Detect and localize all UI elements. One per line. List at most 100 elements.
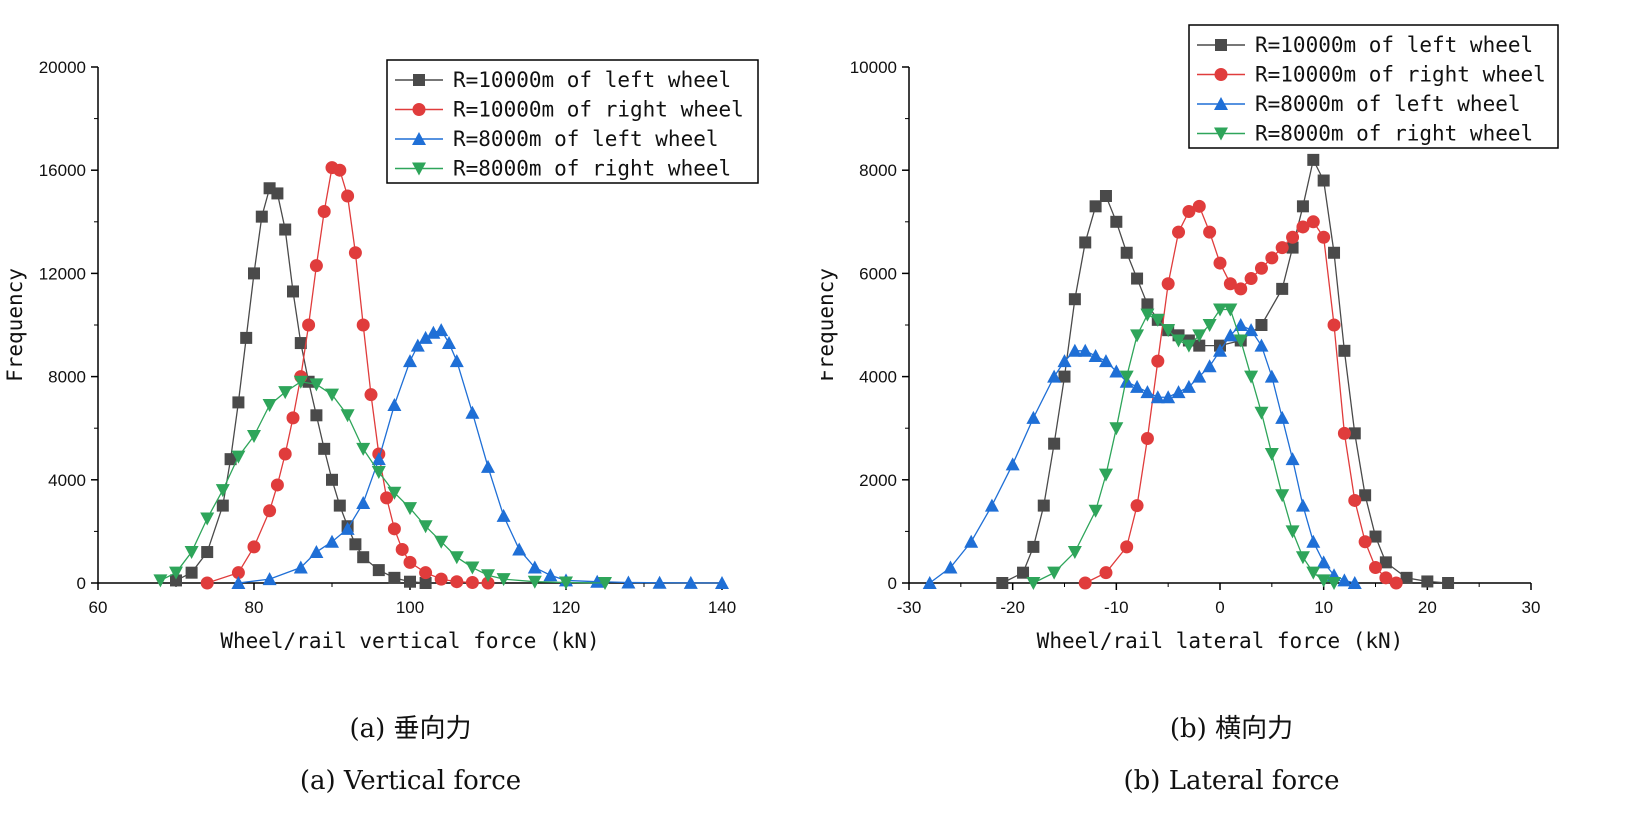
data-point xyxy=(1285,525,1300,539)
data-point xyxy=(1047,566,1062,580)
data-point xyxy=(1276,282,1289,295)
data-point xyxy=(1140,432,1154,446)
y-tick-label: 4000 xyxy=(48,471,86,490)
data-point xyxy=(325,534,339,548)
data-point xyxy=(231,576,246,589)
data-point xyxy=(1307,153,1320,166)
data-point xyxy=(1109,364,1124,378)
data-point xyxy=(1275,489,1290,503)
data-point xyxy=(318,442,331,455)
data-point xyxy=(1328,246,1341,259)
legend-marker xyxy=(413,74,425,86)
data-point xyxy=(293,560,308,574)
y-tick-label: 8000 xyxy=(48,368,86,387)
data-point xyxy=(395,542,409,556)
data-point xyxy=(1089,200,1102,213)
data-point xyxy=(1048,437,1061,450)
data-point xyxy=(1234,282,1248,296)
data-point xyxy=(348,246,362,260)
y-tick-label: 0 xyxy=(888,574,897,593)
data-point xyxy=(1182,204,1196,218)
data-point xyxy=(683,575,698,589)
data-point xyxy=(1058,370,1071,383)
data-point xyxy=(333,499,346,512)
x-tick-label: 120 xyxy=(552,598,580,617)
data-point xyxy=(357,551,370,564)
data-point xyxy=(543,568,558,582)
data-point xyxy=(1327,577,1342,590)
data-point xyxy=(1358,535,1372,549)
data-point xyxy=(1337,426,1351,440)
data-point xyxy=(1296,200,1309,213)
data-point xyxy=(232,396,245,409)
data-point xyxy=(170,574,182,587)
data-point xyxy=(247,540,261,554)
data-point xyxy=(364,388,378,402)
chart-panel-lateral-force: -30 -20 -10 0 10 20 30 0 2000 4000 6000 8000 10000 Wh… xyxy=(821,0,1642,820)
legend-marker xyxy=(1215,39,1227,51)
x-tick-label: 0 xyxy=(1215,598,1224,617)
data-point xyxy=(1130,329,1145,343)
data-point xyxy=(262,398,277,412)
data-point xyxy=(1068,293,1081,306)
data-point xyxy=(465,405,480,419)
data-point xyxy=(404,575,416,588)
data-point xyxy=(1244,370,1259,384)
data-point xyxy=(200,576,214,590)
data-point xyxy=(1131,272,1144,285)
y-tick-label: 8000 xyxy=(859,161,897,180)
data-point xyxy=(1005,457,1020,471)
data-point xyxy=(410,338,425,352)
data-point xyxy=(527,560,542,574)
data-point xyxy=(380,491,394,505)
data-point xyxy=(200,512,215,526)
lateral-force-chart: -30 -20 -10 0 10 20 30 0 2000 4000 6000 8000 10000 Wh… xyxy=(821,24,1559,653)
data-point xyxy=(419,566,433,580)
data-point xyxy=(310,409,323,422)
data-point xyxy=(1223,303,1238,317)
data-point xyxy=(279,223,292,236)
data-point xyxy=(1151,354,1165,368)
data-point xyxy=(1348,493,1362,507)
data-point xyxy=(715,576,729,589)
y-tick-label: 20000 xyxy=(39,58,86,77)
data-point xyxy=(1285,452,1300,466)
data-point xyxy=(1213,303,1227,317)
caption-chinese: (a) 垂向力 xyxy=(349,714,472,744)
data-point xyxy=(1264,448,1279,461)
series-3 xyxy=(922,318,1362,589)
data-point xyxy=(278,447,292,461)
data-point xyxy=(388,571,401,584)
data-point xyxy=(231,450,246,464)
data-point xyxy=(356,442,371,456)
data-point xyxy=(1027,540,1040,553)
data-point xyxy=(1130,379,1145,393)
y-axis-label: Frequency xyxy=(821,268,838,382)
data-point xyxy=(1037,499,1050,512)
y-tick-label: 10000 xyxy=(850,58,897,77)
data-point xyxy=(943,560,958,574)
data-point xyxy=(309,378,324,392)
y-axis-label: Frequency xyxy=(3,268,27,382)
data-point xyxy=(1192,369,1207,383)
data-point xyxy=(231,566,245,580)
data-point xyxy=(1275,410,1290,424)
data-point xyxy=(340,409,355,423)
data-point xyxy=(1316,555,1331,569)
y-tick-label: 4000 xyxy=(859,368,897,387)
data-point xyxy=(1192,329,1207,343)
data-point xyxy=(1359,489,1372,502)
data-point xyxy=(1181,339,1196,353)
series-line xyxy=(238,329,723,584)
data-point xyxy=(255,210,268,223)
legend-label: R=8000m of left wheel xyxy=(453,127,719,151)
data-point xyxy=(1254,261,1268,275)
data-point xyxy=(1347,576,1362,589)
data-point xyxy=(1369,530,1382,543)
data-point xyxy=(621,575,636,589)
data-point xyxy=(598,577,612,590)
data-point xyxy=(465,575,479,589)
legend-marker xyxy=(412,103,426,116)
data-point xyxy=(1306,566,1321,580)
data-point xyxy=(1099,190,1112,202)
